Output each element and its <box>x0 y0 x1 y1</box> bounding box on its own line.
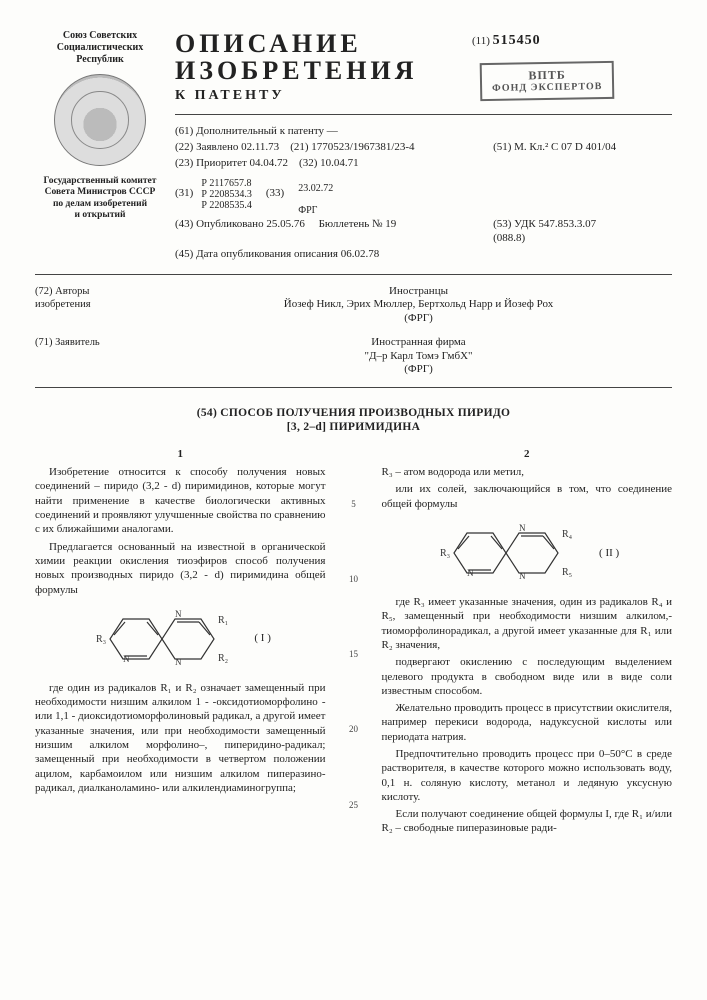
field-33: (33) <box>266 187 284 199</box>
state-emblem <box>54 74 146 166</box>
field-22: (22) Заявлено 02.11.73 <box>175 141 279 153</box>
foreigners-label: Иностранцы <box>165 285 672 299</box>
sub-title: К ПАТЕНТУ <box>175 87 472 105</box>
col1-number: 1 <box>35 447 326 461</box>
col1-p3: где один из радикалов R₁ и R₂ означает з… <box>35 681 326 795</box>
separator <box>35 274 672 275</box>
svg-text:R₂: R₂ <box>218 653 228 664</box>
svg-text:N: N <box>467 568 474 578</box>
formula-1: N N N R₃ R₁ R₂ ( I ) <box>35 603 326 675</box>
field-21: (21) 1770523/1967381/23-4 <box>290 141 414 153</box>
field-45: (45) Дата опубликования описания 06.02.7… <box>175 248 493 262</box>
col2-p6: Предпочтительно проводить процесс при 0–… <box>382 747 673 804</box>
field-31: (31) <box>175 187 193 201</box>
line-10: 10 <box>346 574 362 585</box>
svg-text:R₃: R₃ <box>440 548 450 559</box>
col2-p2: или их солей, заключающийся в том, что с… <box>382 482 673 511</box>
firm-label: Иностранная фирма <box>165 336 672 350</box>
svg-text:N: N <box>123 654 130 664</box>
priority-numbers: Р 2117657.8 Р 2208534.3 Р 2208535.4 <box>201 178 252 211</box>
column-1: 1 Изобретение относится к способу получе… <box>35 447 326 839</box>
bulletin: Бюллетень № 19 <box>319 218 397 230</box>
main-title: ОПИСАНИЕ ИЗОБРЕТЕНИЯ <box>175 30 472 85</box>
col2-number: 2 <box>382 447 673 461</box>
svg-text:N: N <box>519 523 526 533</box>
library-stamp: ВПТБ ФОНД ЭКСПЕРТОВ <box>480 60 615 101</box>
pub-number-label: (11) <box>472 35 490 47</box>
field-61: (61) Дополнительный к патенту — <box>175 125 493 139</box>
col1-p2: Предлагается основанный на известной в о… <box>35 540 326 597</box>
svg-text:R₃: R₃ <box>96 634 106 645</box>
line-25: 25 <box>346 800 362 811</box>
field-72-label: (72) Авторы изобретения <box>35 285 165 326</box>
line-number-gutter: 5 10 15 20 25 <box>346 447 362 839</box>
pub-number: 515450 <box>493 33 541 48</box>
column-2: 2 R₃ – атом водорода или метил, или их с… <box>382 447 673 839</box>
stamp-line2: ФОНД ЭКСПЕРТОВ <box>492 81 603 95</box>
line-20: 20 <box>346 724 362 735</box>
svg-text:R₅: R₅ <box>562 567 572 578</box>
field-32: (32) 10.04.71 <box>299 157 359 169</box>
svg-text:N: N <box>175 657 182 667</box>
col2-p7: Если получают соединение общей формулы I… <box>382 807 673 836</box>
field-51: (51) М. Кл.² С 07 D 401/04 <box>493 141 672 155</box>
line-5: 5 <box>346 499 362 510</box>
svg-text:R₁: R₁ <box>218 615 228 626</box>
field-71-label: (71) Заявитель <box>35 336 165 377</box>
invention-title: (54) СПОСОБ ПОЛУЧЕНИЯ ПРОИЗВОДНЫХ ПИРИДО… <box>35 406 672 435</box>
svg-text:R₄: R₄ <box>562 529 573 540</box>
priority-date-33: 23.02.72 <box>298 183 333 194</box>
formula-2: N N N R₃ R₄ R₅ ( II ) <box>382 517 673 589</box>
col2-p5: Желательно проводить процесс в присутств… <box>382 701 673 744</box>
formula-1-label: ( I ) <box>254 631 271 645</box>
field-53: (53) УДК 547.853.3.07 (088.8) <box>493 218 672 246</box>
formula-2-label: ( II ) <box>599 546 619 560</box>
bibliographic-data: (61) Дополнительный к патенту — (22) Зая… <box>175 125 672 262</box>
stamp-line1: ВПТБ <box>492 67 603 83</box>
col2-p4: подвергают окислению с последующим выдел… <box>382 655 673 698</box>
description-body: 1 Изобретение относится к способу получе… <box>35 447 672 839</box>
col1-p1: Изобретение относится к способу получени… <box>35 465 326 536</box>
applicant-firm: "Д–р Карл Томэ ГмбХ" (ФРГ) <box>165 350 672 378</box>
col2-p3: где R₃ имеет указанные значения, один из… <box>382 595 673 652</box>
svg-text:N: N <box>519 571 526 581</box>
field-23: (23) Приоритет 04.04.72 <box>175 157 288 169</box>
svg-text:N: N <box>175 609 182 619</box>
country-33: ФРГ <box>298 205 317 216</box>
col2-p1: R₃ – атом водорода или метил, <box>382 465 673 479</box>
separator <box>175 114 672 115</box>
separator <box>35 387 672 388</box>
line-15: 15 <box>346 649 362 660</box>
author-names: Йозеф Никл, Эрих Мюллер, Бертхольд Нарр … <box>165 298 672 326</box>
field-43: (43) Опубликовано 25.05.76 <box>175 218 305 230</box>
union-label: Союз Советских Социалистических Республи… <box>35 30 165 66</box>
committee-label: Государственный комитет Совета Министров… <box>35 176 165 222</box>
